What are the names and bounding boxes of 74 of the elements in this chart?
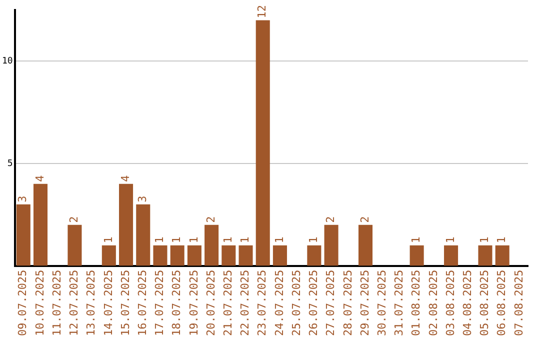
bar — [16, 204, 30, 266]
y-tick-label: 5 — [7, 158, 13, 169]
bar — [187, 245, 202, 266]
x-tick-label: 27.07.2025 — [324, 270, 338, 336]
data-label: 1 — [478, 236, 492, 244]
x-tick-label: 02.08.2025 — [426, 270, 440, 336]
bar — [495, 245, 510, 266]
y-tick-label: 10 — [2, 56, 13, 66]
x-tick-label: 17.07.2025 — [153, 270, 166, 336]
x-tick-label: 20.07.2025 — [204, 270, 218, 336]
bar — [222, 245, 236, 266]
x-tick-label: 03.08.2025 — [444, 270, 457, 336]
bar — [170, 245, 184, 266]
x-tick-label: 15.07.2025 — [118, 270, 132, 336]
x-tick-label: 18.07.2025 — [170, 270, 184, 336]
data-label: 2 — [324, 216, 338, 223]
x-tick-label: 21.07.2025 — [222, 270, 235, 336]
x-tick-label: 22.07.2025 — [238, 270, 252, 336]
data-label: 4 — [33, 174, 46, 182]
bar — [272, 245, 287, 266]
x-tick-label: 29.07.2025 — [358, 270, 372, 336]
bar — [136, 204, 150, 266]
x-tick-label: 05.08.2025 — [478, 270, 492, 336]
bar — [102, 245, 116, 266]
x-tick-label: 28.07.2025 — [341, 270, 354, 336]
x-tick-label: 13.07.2025 — [84, 270, 98, 336]
x-tick-label: 06.08.2025 — [495, 270, 508, 336]
bar — [410, 245, 424, 266]
data-label: 1 — [222, 236, 235, 244]
bar — [68, 224, 82, 266]
bar — [444, 245, 458, 266]
x-tick-label: 14.07.2025 — [102, 270, 115, 336]
data-label: 2 — [68, 216, 81, 223]
bar — [307, 245, 322, 266]
data-label: 1 — [170, 236, 184, 244]
data-label: 1 — [102, 236, 115, 244]
data-label: 2 — [358, 216, 372, 223]
bar — [119, 184, 134, 266]
data-label: 4 — [118, 174, 132, 182]
bar — [324, 224, 338, 266]
data-label: 3 — [136, 196, 149, 202]
bar — [238, 245, 253, 266]
x-tick-label: 31.07.2025 — [392, 270, 406, 336]
x-tick-label: 01.08.2025 — [410, 270, 423, 336]
data-label: 12 — [256, 4, 269, 18]
bar — [478, 245, 492, 266]
data-label: 1 — [495, 236, 508, 244]
x-tick-label: 23.07.2025 — [256, 270, 269, 336]
data-label: 1 — [444, 236, 457, 244]
data-label: 1 — [238, 236, 252, 244]
x-tick-label: 16.07.2025 — [136, 270, 149, 336]
data-label: 1 — [187, 236, 200, 244]
bar — [204, 224, 219, 266]
bar — [33, 184, 48, 266]
x-tick-label: 24.07.2025 — [272, 270, 286, 336]
x-tick-label: 10.07.2025 — [33, 270, 46, 336]
x-tick-label: 04.08.2025 — [460, 270, 474, 336]
x-tick-label: 07.08.2025 — [512, 270, 526, 336]
data-label: 1 — [410, 236, 423, 244]
bar — [256, 20, 270, 266]
data-label: 2 — [204, 216, 218, 223]
bar — [358, 224, 373, 266]
data-label: 1 — [307, 236, 320, 244]
x-tick-label: 12.07.2025 — [68, 270, 81, 336]
x-tick-label: 30.07.2025 — [375, 270, 388, 336]
x-tick-label: 11.07.2025 — [50, 270, 64, 336]
x-tick-label: 19.07.2025 — [187, 270, 200, 336]
data-label: 3 — [16, 196, 30, 202]
x-tick-label: 26.07.2025 — [307, 270, 320, 336]
x-tick-label: 25.07.2025 — [290, 270, 303, 336]
bar — [153, 245, 168, 266]
data-label: 1 — [272, 236, 286, 244]
x-tick-label: 09.07.2025 — [16, 270, 30, 336]
data-label: 1 — [153, 236, 166, 244]
